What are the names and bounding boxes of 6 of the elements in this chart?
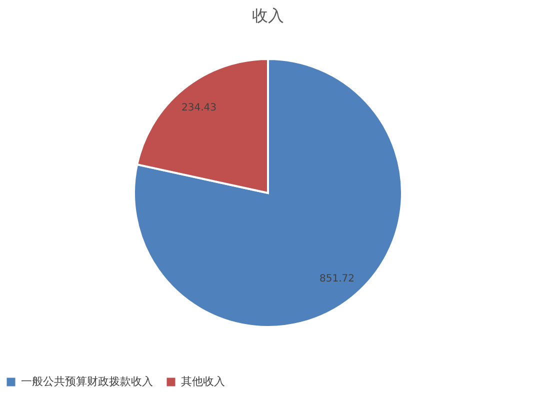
legend-label: 一般公共预算财政拨款收入 <box>21 375 153 388</box>
legend-label: 其他收入 <box>181 375 225 388</box>
pie-slice <box>133 58 403 328</box>
data-label: 851.72 <box>320 274 354 285</box>
data-label: 234.43 <box>182 102 216 114</box>
chart-title: 收入 <box>252 6 284 25</box>
